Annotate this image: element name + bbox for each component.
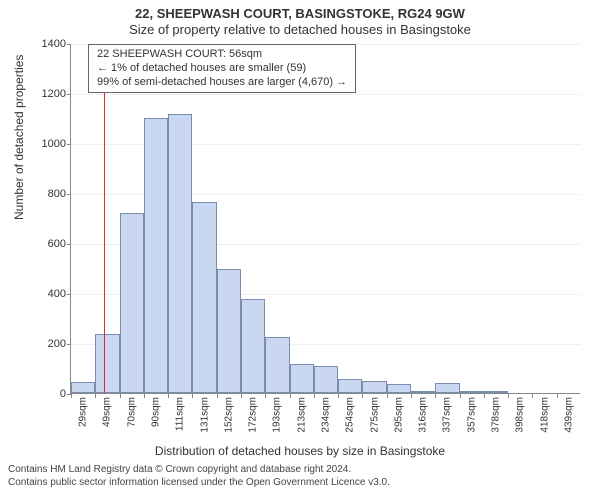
xtick-mark: [314, 394, 315, 398]
xtick-mark: [557, 394, 558, 398]
xtick-mark: [362, 394, 363, 398]
xtick-label: 439sqm: [563, 397, 574, 433]
ytick-label: 600: [31, 238, 66, 250]
xtick-label: 337sqm: [442, 397, 453, 433]
xtick-label: 152sqm: [223, 397, 234, 433]
xtick-label: 70sqm: [126, 397, 137, 427]
xtick-mark: [435, 394, 436, 398]
histogram-bar: [192, 202, 216, 393]
histogram-bar: [435, 383, 459, 393]
footer-line-1: Contains HM Land Registry data © Crown c…: [8, 464, 390, 477]
histogram-bar: [484, 391, 508, 394]
xtick-label: 193sqm: [272, 397, 283, 433]
ytick-label: 400: [31, 288, 66, 300]
histogram-bar: [95, 334, 119, 393]
xtick-label: 418sqm: [539, 397, 550, 433]
annotation-line-3: 99% of semi-detached houses are larger (…: [97, 76, 347, 90]
xtick-mark: [120, 394, 121, 398]
ytick-mark: [67, 194, 71, 195]
xtick-mark: [217, 394, 218, 398]
xtick-mark: [387, 394, 388, 398]
xtick-mark: [265, 394, 266, 398]
xtick-mark: [71, 394, 72, 398]
histogram-bar: [290, 364, 314, 393]
xtick-label: 295sqm: [393, 397, 404, 433]
ytick-label: 200: [31, 338, 66, 350]
histogram-bar: [338, 379, 362, 393]
xtick-label: 90sqm: [151, 397, 162, 427]
xtick-mark: [290, 394, 291, 398]
xtick-label: 29sqm: [78, 397, 89, 427]
ytick-mark: [67, 94, 71, 95]
ytick-mark: [67, 344, 71, 345]
xtick-label: 357sqm: [466, 397, 477, 433]
x-axis-label: Distribution of detached houses by size …: [0, 444, 600, 458]
xtick-label: 316sqm: [418, 397, 429, 433]
xtick-mark: [460, 394, 461, 398]
chart-container: { "titles": { "main": "22, SHEEPWASH COU…: [0, 0, 600, 500]
footer-attribution: Contains HM Land Registry data © Crown c…: [8, 464, 390, 489]
xtick-label: 213sqm: [296, 397, 307, 433]
histogram-bar: [241, 299, 265, 393]
xtick-mark: [241, 394, 242, 398]
xtick-label: 275sqm: [369, 397, 380, 433]
xtick-mark: [338, 394, 339, 398]
histogram-bar: [411, 391, 435, 394]
xtick-mark: [508, 394, 509, 398]
chart-subtitle: Size of property relative to detached ho…: [0, 22, 600, 37]
chart-title: 22, SHEEPWASH COURT, BASINGSTOKE, RG24 9…: [0, 6, 600, 21]
ytick-mark: [67, 144, 71, 145]
xtick-mark: [411, 394, 412, 398]
histogram-bar: [265, 337, 289, 393]
y-axis-label: Number of detached properties: [12, 55, 26, 220]
histogram-bar: [168, 114, 192, 393]
ytick-label: 1400: [31, 38, 66, 50]
plot-area: 020040060080010001200140029sqm49sqm70sqm…: [70, 44, 580, 394]
histogram-bar: [314, 366, 338, 394]
xtick-label: 234sqm: [321, 397, 332, 433]
xtick-label: 131sqm: [199, 397, 210, 433]
histogram-bar: [362, 381, 386, 394]
highlight-marker-line: [104, 44, 105, 393]
xtick-label: 254sqm: [345, 397, 356, 433]
histogram-bar: [144, 118, 168, 393]
xtick-label: 172sqm: [248, 397, 259, 433]
xtick-label: 111sqm: [175, 397, 186, 431]
annotation-line-1: 22 SHEEPWASH COURT: 56sqm: [97, 48, 347, 62]
ytick-label: 0: [31, 388, 66, 400]
histogram-bar: [71, 382, 95, 393]
xtick-mark: [532, 394, 533, 398]
xtick-label: 398sqm: [515, 397, 526, 433]
ytick-label: 1200: [31, 88, 66, 100]
histogram-bar: [217, 269, 241, 393]
footer-line-2: Contains public sector information licen…: [8, 477, 390, 490]
xtick-label: 49sqm: [102, 397, 113, 427]
xtick-mark: [484, 394, 485, 398]
histogram-bar: [460, 391, 484, 394]
xtick-mark: [144, 394, 145, 398]
annotation-line-2: ← 1% of detached houses are smaller (59): [97, 62, 347, 76]
xtick-mark: [95, 394, 96, 398]
ytick-mark: [67, 44, 71, 45]
gridline: [71, 94, 581, 95]
ytick-label: 1000: [31, 138, 66, 150]
xtick-mark: [168, 394, 169, 398]
ytick-label: 800: [31, 188, 66, 200]
ytick-mark: [67, 294, 71, 295]
histogram-bar: [120, 213, 144, 393]
histogram-bar: [387, 384, 411, 393]
xtick-label: 378sqm: [491, 397, 502, 433]
ytick-mark: [67, 244, 71, 245]
annotation-box: 22 SHEEPWASH COURT: 56sqm ← 1% of detach…: [88, 44, 356, 93]
xtick-mark: [192, 394, 193, 398]
